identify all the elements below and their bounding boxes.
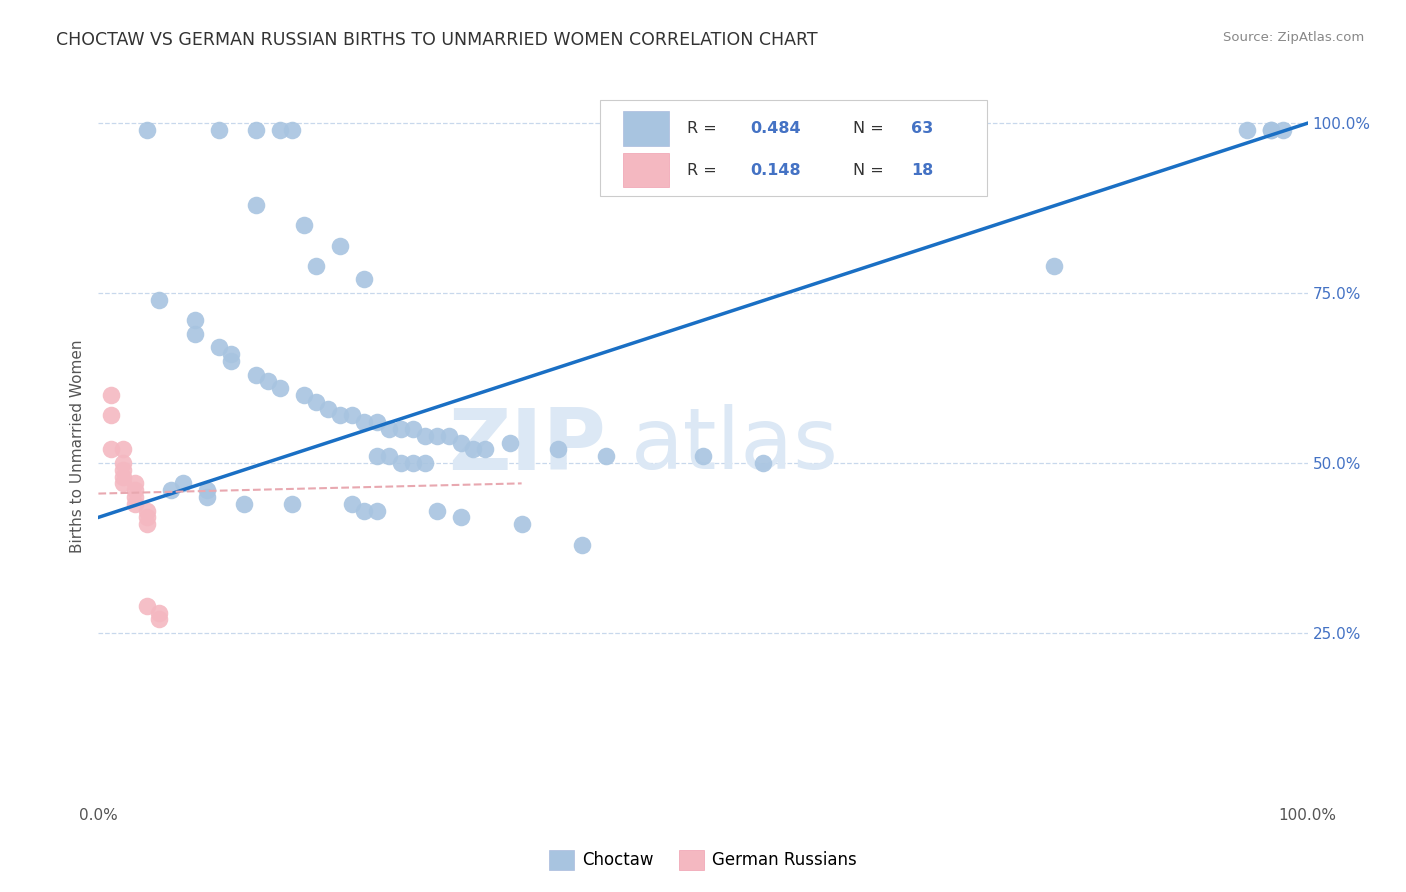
Point [752, 456, 775, 470]
Point [135, 503, 157, 517]
Point [195, 483, 218, 498]
Point [1272, 123, 1295, 137]
Point [135, 517, 157, 532]
Point [124, 483, 146, 498]
Point [353, 503, 375, 517]
Point [292, 218, 315, 232]
Point [1236, 123, 1258, 137]
Point [135, 510, 157, 524]
Text: N =: N = [853, 121, 884, 136]
Text: Source: ZipAtlas.com: Source: ZipAtlas.com [1223, 31, 1364, 45]
Point [413, 429, 436, 443]
Point [111, 442, 134, 457]
Text: CHOCTAW VS GERMAN RUSSIAN BIRTHS TO UNMARRIED WOMEN CORRELATION CHART: CHOCTAW VS GERMAN RUSSIAN BIRTHS TO UNMA… [56, 31, 818, 49]
Point [160, 483, 183, 498]
Point [1260, 123, 1282, 137]
Point [450, 510, 472, 524]
Point [692, 449, 714, 463]
Point [195, 490, 218, 504]
Text: atlas: atlas [630, 404, 838, 488]
Point [232, 497, 254, 511]
Point [426, 429, 449, 443]
Text: N =: N = [853, 163, 884, 178]
Point [208, 341, 231, 355]
Point [426, 503, 449, 517]
Point [208, 123, 231, 137]
Point [316, 401, 339, 416]
Point [148, 612, 170, 626]
Point [100, 388, 122, 402]
Point [111, 469, 134, 483]
Point [111, 476, 134, 491]
FancyBboxPatch shape [600, 100, 987, 196]
Point [463, 442, 485, 457]
Point [111, 463, 134, 477]
Point [135, 599, 157, 613]
Point [148, 606, 170, 620]
Point [124, 476, 146, 491]
Point [366, 503, 388, 517]
Point [437, 429, 460, 443]
Point [184, 313, 207, 327]
Point [124, 490, 146, 504]
Point [389, 456, 412, 470]
Text: 18: 18 [911, 163, 934, 178]
Point [366, 449, 388, 463]
Point [342, 409, 364, 423]
Point [366, 415, 388, 429]
Point [389, 422, 412, 436]
Point [329, 409, 352, 423]
Point [595, 449, 617, 463]
Text: R =: R = [688, 121, 717, 136]
Point [245, 123, 267, 137]
Point [269, 123, 291, 137]
Point [402, 422, 425, 436]
Point [305, 394, 328, 409]
Point [245, 368, 267, 382]
Point [498, 435, 520, 450]
Point [547, 442, 569, 457]
Text: 0.148: 0.148 [751, 163, 801, 178]
Point [256, 375, 278, 389]
Point [413, 456, 436, 470]
Point [124, 497, 146, 511]
Point [100, 409, 122, 423]
Point [353, 272, 375, 286]
Point [1260, 123, 1282, 137]
Point [269, 381, 291, 395]
Point [184, 326, 207, 341]
Text: R =: R = [688, 163, 717, 178]
Legend: Choctaw, German Russians: Choctaw, German Russians [543, 843, 863, 877]
FancyBboxPatch shape [623, 153, 669, 187]
Point [377, 449, 399, 463]
Point [329, 238, 352, 252]
Point [292, 388, 315, 402]
Point [221, 354, 243, 368]
Point [342, 497, 364, 511]
Point [111, 456, 134, 470]
Y-axis label: Births to Unmarried Women: Births to Unmarried Women [69, 339, 84, 553]
Point [221, 347, 243, 361]
Point [402, 456, 425, 470]
Point [305, 259, 328, 273]
Point [100, 442, 122, 457]
Point [172, 476, 194, 491]
Point [135, 123, 157, 137]
Text: 63: 63 [911, 121, 934, 136]
Point [281, 123, 304, 137]
Point [148, 293, 170, 307]
Point [1042, 259, 1064, 273]
Point [353, 415, 375, 429]
Text: ZIP: ZIP [449, 404, 606, 488]
Point [281, 497, 304, 511]
FancyBboxPatch shape [623, 112, 669, 145]
Point [571, 537, 593, 551]
Point [474, 442, 496, 457]
Text: 0.484: 0.484 [751, 121, 801, 136]
Point [450, 435, 472, 450]
Point [510, 517, 533, 532]
Point [245, 198, 267, 212]
Point [377, 422, 399, 436]
